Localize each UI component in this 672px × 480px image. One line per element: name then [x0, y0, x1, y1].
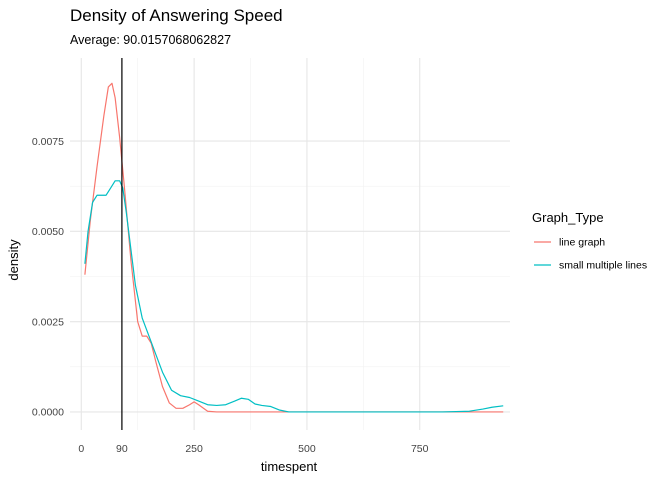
y-axis-title: density [6, 239, 21, 281]
x-tick-label: 0 [78, 443, 84, 455]
series-layer [84, 82, 504, 413]
y-tick-label: 0.0025 [32, 316, 64, 328]
x-tick-label: 750 [411, 443, 429, 455]
series-line-0 [84, 82, 504, 413]
x-tick-label: 500 [298, 443, 316, 455]
x-axis-ticks: 0 250 500 750 90 [78, 443, 428, 455]
x-tick-label: 90 [116, 443, 128, 455]
legend: Graph_Type line graph small multiple line… [532, 210, 647, 272]
legend-label-1: small multiple lines [559, 260, 647, 272]
chart-title: Density of Answering Speed [70, 6, 283, 25]
y-tick-label: 0.0000 [32, 407, 64, 419]
legend-title: Graph_Type [532, 210, 604, 225]
y-tick-label: 0.0050 [32, 226, 64, 238]
legend-label-0: line graph [559, 237, 605, 249]
y-axis-ticks: 0.0000 0.0025 0.0050 0.0075 [32, 136, 64, 419]
x-axis-title: timespent [261, 459, 318, 474]
x-tick-label: 250 [185, 443, 203, 455]
chart-subtitle: Average: 90.0157068062827 [70, 33, 231, 47]
legend-items: line graph small multiple lines [534, 237, 647, 272]
grid [70, 58, 510, 430]
y-tick-label: 0.0075 [32, 136, 64, 148]
series-line-1 [84, 180, 504, 413]
